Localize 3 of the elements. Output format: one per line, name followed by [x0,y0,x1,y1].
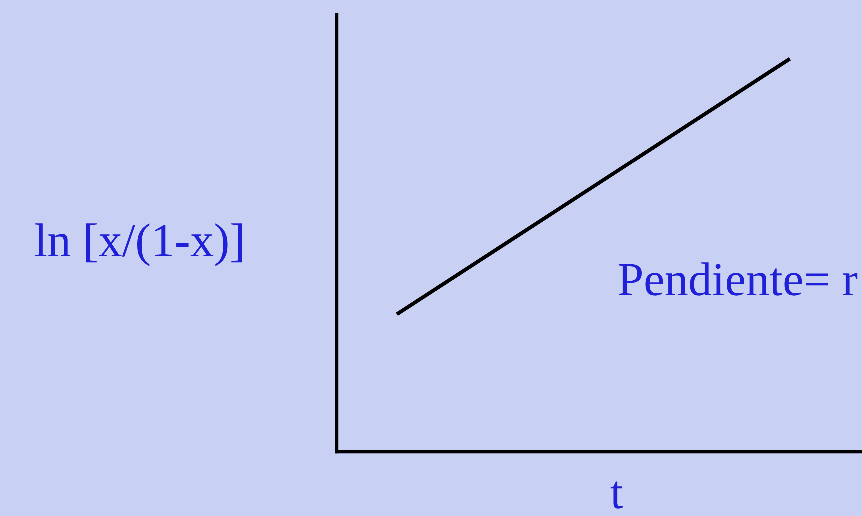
annotation: Pendiente= r [618,262,858,296]
y-axis-title: ln [x/(1-x)] [35,224,242,266]
x-axis-title: t [610,482,624,509]
